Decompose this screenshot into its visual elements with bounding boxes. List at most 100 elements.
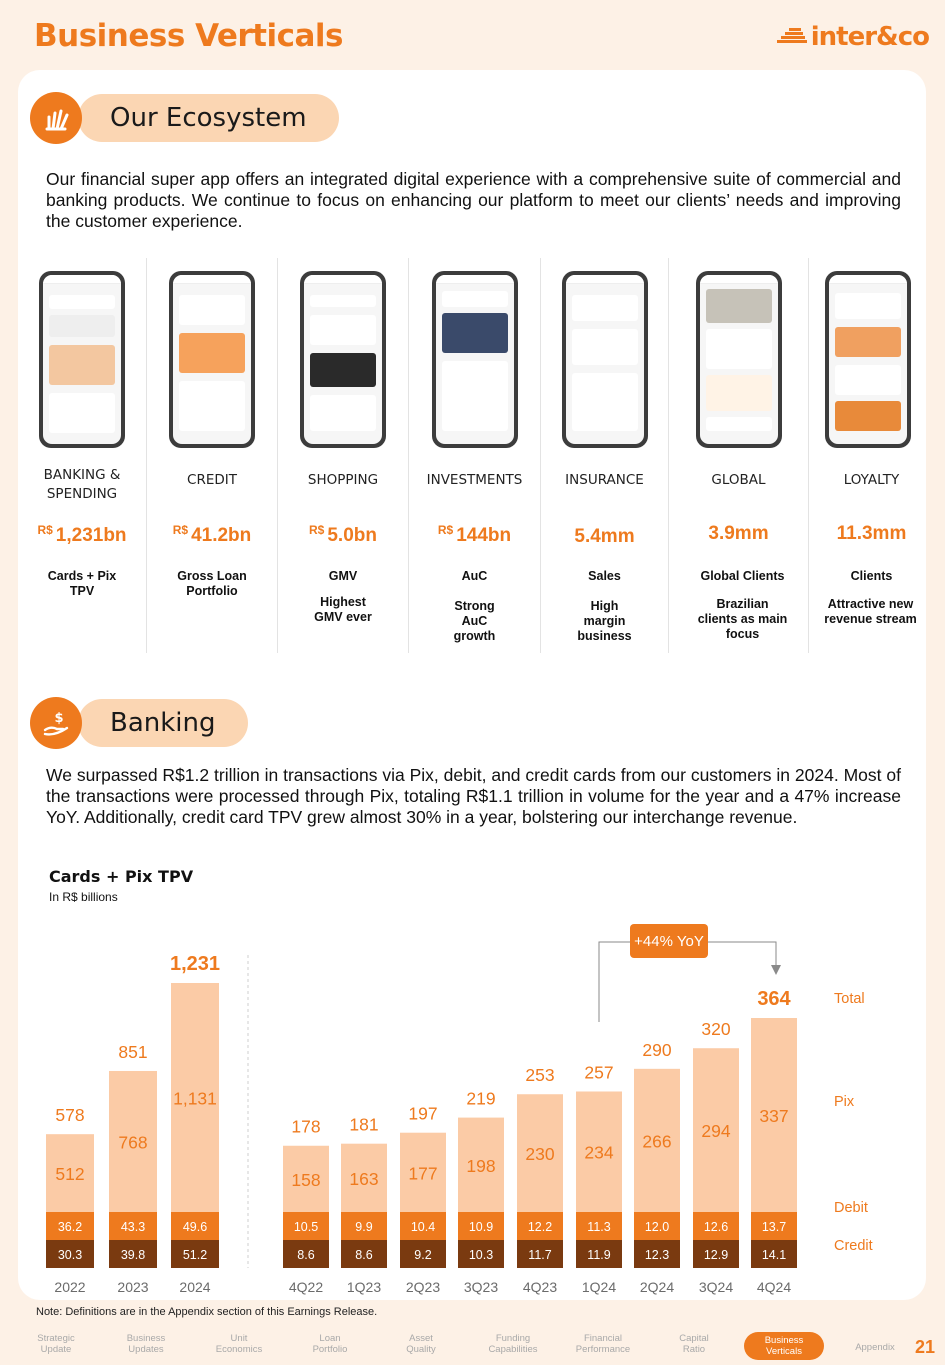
ecosystem-paragraph: Our financial super app offers an integr… [46,169,901,231]
nav-item-capital-ratio[interactable]: Capital Ratio [679,1333,709,1355]
quarterly-credit-label: 12.3 [645,1248,669,1262]
quarterly-pix-label: 294 [701,1121,730,1141]
quarterly-debit-label: 9.9 [355,1220,372,1234]
annual-debit-bar [46,1212,94,1240]
annual-debit-bar [171,1212,219,1240]
vertical-metric: 11.3mm [836,523,907,544]
quarterly-total-label: 219 [466,1089,495,1109]
nav-item-loan-portfolio[interactable]: Loan Portfolio [312,1333,348,1355]
quarterly-credit-bar [341,1240,387,1268]
quarterly-x-tick: 3Q24 [699,1279,733,1295]
quarterly-debit-bar [634,1212,680,1240]
brand-logo: inter&co [776,22,930,52]
quarterly-debit-bar [751,1212,797,1240]
quarterly-credit-label: 8.6 [297,1248,314,1262]
annual-credit-label: 51.2 [183,1248,207,1262]
quarterly-total-label: 364 [757,988,791,1010]
quarterly-total-label: 320 [701,1019,730,1039]
page-title: Business Verticals [34,18,344,54]
phone-mockup [695,271,782,448]
legend-total: Total [834,991,865,1007]
vertical-note: Attractive new revenue stream [824,597,917,626]
quarterly-debit-bar [341,1212,387,1240]
nav-item-business-updates[interactable]: Business Updates [126,1333,166,1355]
annual-x-tick: 2022 [54,1279,85,1295]
quarterly-x-tick: 4Q22 [289,1279,323,1295]
quarterly-debit-bar [458,1212,504,1240]
legend-debit: Debit [834,1200,868,1216]
quarterly-credit-bar [283,1240,329,1268]
ecosystem-header: Our Ecosystem [30,92,339,144]
phone-mockup [824,271,911,448]
quarterly-total-label: 181 [349,1115,378,1135]
quarterly-pix-bar [634,1068,680,1212]
vertical-category: LOYALTY [843,472,900,488]
vertical-insurance: INSURANCE 5.4mm Sales High margin busine… [541,258,669,653]
quarterly-pix-label: 163 [349,1169,378,1189]
vertical-shopping: SHOPPING R$ 5.0bn GMV Highest GMV ever [278,258,409,653]
nav-item-strategic-update[interactable]: Strategic Update [37,1333,75,1355]
nav-item-financial-performance[interactable]: Financial Performance [575,1333,631,1355]
vertical-note: Strong AuC growth [453,599,496,643]
vertical-banking: BANKING & SPENDING R$ 1,231bn Cards + Pix… [18,258,147,653]
annual-pix-bar [171,983,219,1212]
quarterly-debit-label: 12.0 [645,1220,669,1234]
verticals-row: BANKING & SPENDING R$ 1,231bn Cards + Pix… [18,258,926,658]
vertical-global: GLOBAL 3.9mm Global Clients Brazilian cl… [669,258,809,653]
quarterly-pix-label: 177 [408,1163,437,1183]
quarterly-debit-bar [400,1212,446,1240]
vertical-note: Brazilian clients as main focus [697,597,788,641]
quarterly-debit-label: 10.5 [294,1220,318,1234]
ecosystem-icon [30,92,82,144]
annual-total-label: 578 [55,1105,84,1125]
quarterly-pix-label: 337 [759,1106,788,1126]
vertical-category: SHOPPING [307,472,379,488]
quarterly-debit-label: 13.7 [762,1220,786,1234]
quarterly-pix-bar [517,1094,563,1212]
annual-x-tick: 2024 [179,1279,210,1295]
annual-debit-bar [109,1212,157,1240]
quarterly-total-label: 257 [584,1062,613,1082]
yoy-badge-label: +44% YoY [634,933,704,950]
vertical-metric: 3.9mm [708,523,769,544]
annual-debit-label: 43.3 [121,1220,145,1234]
brand-name: inter&co [810,22,930,52]
quarterly-credit-bar [400,1240,446,1268]
vertical-metric: R$ 1,231bn [37,523,127,546]
annual-x-tick: 2023 [117,1279,148,1295]
quarterly-pix-bar [283,1145,329,1212]
annual-pix-label: 1,131 [173,1089,217,1109]
nav-item-unit-economics[interactable]: Unit Economics [215,1333,263,1355]
quarterly-pix-label: 230 [525,1144,554,1164]
vertical-label: GMV [328,569,358,583]
quarterly-total-label: 197 [408,1104,437,1124]
quarterly-credit-bar [634,1240,680,1268]
annual-debit-label: 36.2 [58,1220,82,1234]
quarterly-x-tick: 2Q24 [640,1279,674,1295]
quarterly-debit-bar [283,1212,329,1240]
annual-credit-label: 39.8 [121,1248,145,1262]
legend-pix: Pix [834,1094,855,1110]
yoy-connector-left [598,941,630,1022]
quarterly-debit-label: 12.2 [528,1220,552,1234]
yoy-arrow-icon [771,965,781,975]
vertical-label: Global Clients [700,569,785,583]
annual-pix-label: 768 [118,1132,147,1152]
quarterly-pix-bar [341,1143,387,1212]
quarterly-x-tick: 1Q23 [347,1279,381,1295]
quarterly-debit-bar [517,1212,563,1240]
phone-mockup [169,271,255,448]
quarterly-pix-bar [576,1091,622,1212]
quarterly-x-tick: 3Q23 [464,1279,498,1295]
quarterly-pix-bar [458,1117,504,1212]
nav-item-appendix[interactable]: Appendix [855,1342,895,1353]
annual-pix-bar [109,1070,157,1212]
annual-credit-bar [109,1240,157,1268]
quarterly-credit-label: 12.9 [704,1248,728,1262]
page-number: 21 [914,1337,935,1357]
nav-item-business-verticals[interactable]: Business Verticals [744,1332,824,1360]
quarterly-credit-label: 11.7 [528,1248,551,1262]
yoy-badge [630,924,708,958]
nav-item-funding-capabilities[interactable]: Funding Capabilities [488,1333,538,1355]
nav-item-asset-quality[interactable]: Asset Quality [406,1333,436,1355]
